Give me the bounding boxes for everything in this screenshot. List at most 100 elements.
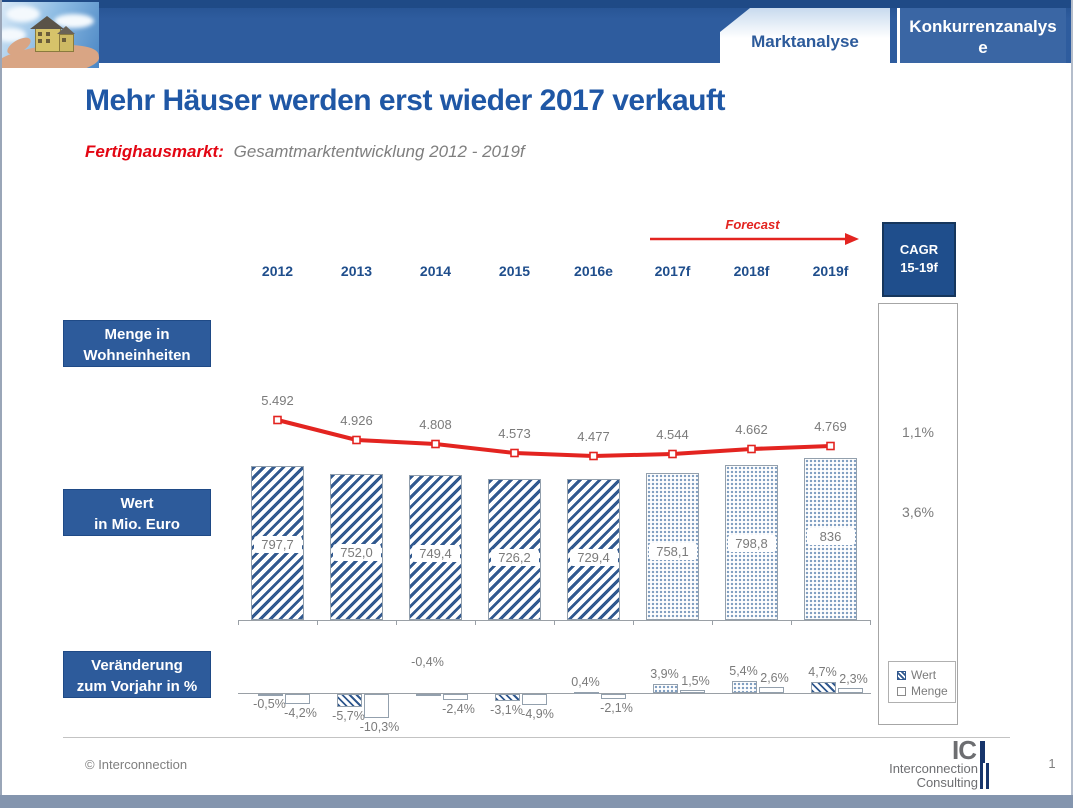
legend-wert-label: Wert	[911, 668, 937, 682]
change-wert-bar-2014	[415, 694, 441, 696]
line-marker-2013	[352, 435, 361, 445]
change-wert-bar-2019f	[810, 682, 836, 693]
change-menge-bar-2019f	[837, 688, 863, 693]
logo-double-bar-icon	[986, 763, 989, 789]
change-menge-label-2019f: 2,3%	[839, 672, 868, 686]
wert-value-label-2014: 749,4	[411, 545, 460, 562]
wert-value-label-2018f: 798,8	[727, 535, 776, 552]
change-menge-bar-2012	[284, 694, 310, 704]
logo-double-bar-icon	[980, 763, 983, 789]
menge-value-label-2018f: 4.662	[735, 422, 768, 437]
change-wert-label-2013: -5,7%	[332, 709, 365, 723]
page-number: 1	[1048, 756, 1056, 771]
change-wert-bar-2018f	[731, 681, 757, 693]
wert-value-label-2012: 797,7	[253, 536, 302, 553]
year-label-2013: 2013	[340, 263, 373, 279]
change-menge-bar-2018f	[758, 687, 784, 693]
menge-value-label-2015: 4.573	[498, 426, 531, 441]
change-menge-label-2013: -10,3%	[359, 720, 400, 734]
slide-left-edge	[0, 0, 2, 808]
change-menge-bar-2016e	[600, 694, 626, 699]
change-wert-label-2019f: 4,7%	[808, 665, 837, 679]
logo-bar-icon	[980, 741, 985, 763]
tab-konkurrenzanalyse-label: Konkurrenzanalyse	[909, 17, 1057, 57]
menge-value-label-2017f: 4.544	[656, 427, 689, 442]
year-label-2015: 2015	[498, 263, 531, 279]
line-marker-2018f	[747, 444, 756, 454]
footer-separator	[63, 737, 1010, 738]
menge-value-label-2012: 5.492	[261, 393, 294, 408]
cagr-wert-value: 3,6%	[902, 504, 934, 520]
row-label-change-line1: Veränderung	[91, 657, 183, 674]
wert-value-label-2015: 726,2	[490, 549, 539, 566]
tab-marktanalyse[interactable]: Marktanalyse	[720, 8, 890, 63]
house-roof2-shape	[57, 26, 75, 34]
main-axis-tick	[633, 620, 634, 625]
line-marker-2017f	[668, 449, 677, 459]
change-menge-label-2015: -4,9%	[521, 707, 554, 721]
menge-swatch-icon	[897, 686, 906, 696]
line-marker-2016e	[589, 451, 598, 461]
page-title: Mehr Häuser werden erst wieder 2017 verk…	[85, 84, 725, 117]
year-label-2019f: 2019f	[812, 263, 849, 279]
change-wert-label-2017f: 3,9%	[650, 667, 679, 681]
subtitle-category: Fertighausmarkt:	[85, 142, 224, 161]
change-menge-bar-2013	[363, 694, 389, 718]
main-axis-tick	[317, 620, 318, 625]
forecast-label: Forecast	[725, 217, 780, 232]
cagr-header-box: CAGR 15-19f	[882, 222, 956, 297]
line-marker-2015	[510, 448, 519, 458]
logo-line1: Interconnection	[889, 761, 978, 776]
change-wert-label-2014: -0,4%	[411, 655, 444, 669]
change-menge-bar-2015	[521, 694, 547, 705]
change-wert-bar-2017f	[652, 684, 678, 693]
change-chart-legend: Wert Menge	[888, 661, 956, 703]
change-axis	[238, 693, 871, 694]
change-menge-label-2017f: 1,5%	[681, 674, 710, 688]
year-label-2017f: 2017f	[654, 263, 691, 279]
wert-value-label-2016e: 729,4	[569, 549, 618, 566]
menge-value-label-2016e: 4.477	[577, 429, 610, 444]
change-wert-bar-2013	[336, 694, 362, 707]
legend-item-menge: Menge	[897, 683, 955, 699]
row-label-wert-line2: in Mio. Euro	[94, 516, 180, 533]
change-menge-label-2012: -4,2%	[284, 706, 317, 720]
wert-value-label-2019f: 836	[806, 528, 855, 545]
row-label-wert-line1: Wert	[120, 495, 154, 512]
subtitle-description: Gesamtmarktentwicklung 2012 - 2019f	[233, 142, 525, 161]
row-label-change-line2: zum Vorjahr in %	[76, 678, 198, 695]
row-label-menge: Menge in Wohneinheiten	[63, 320, 211, 367]
year-label-2014: 2014	[419, 263, 452, 279]
cloud-shape	[54, 14, 94, 28]
wert-swatch-icon	[897, 670, 906, 680]
legend-item-wert: Wert	[897, 667, 955, 683]
change-menge-bar-2014	[442, 694, 468, 700]
wert-value-label-2017f: 758,1	[648, 543, 697, 560]
year-label-2018f: 2018f	[733, 263, 770, 279]
change-wert-label-2015: -3,1%	[490, 703, 523, 717]
copyright-text: © Interconnection	[85, 757, 188, 772]
house-in-hand-photo	[2, 2, 99, 68]
house-roof-shape	[30, 16, 64, 29]
row-label-menge-line2: Wohneinheiten	[83, 347, 191, 364]
change-menge-label-2016e: -2,1%	[600, 701, 633, 715]
tab-marktanalyse-label: Marktanalyse	[751, 32, 859, 51]
change-wert-label-2016e: 0,4%	[571, 675, 600, 689]
slide-bottom-edge	[0, 795, 1073, 808]
year-label-2012: 2012	[261, 263, 294, 279]
logo-monogram: IC	[952, 735, 977, 765]
cagr-menge-value: 1,1%	[902, 424, 934, 440]
forecast-arrow-icon	[650, 233, 859, 245]
change-wert-label-2012: -0,5%	[253, 697, 286, 711]
menge-value-label-2019f: 4.769	[814, 419, 847, 434]
tab-konkurrenzanalyse[interactable]: Konkurrenzanalyse	[897, 8, 1066, 63]
line-marker-2014	[431, 439, 440, 449]
row-label-menge-line1: Menge in	[104, 326, 170, 343]
row-label-change: Veränderung zum Vorjahr in %	[63, 651, 211, 698]
main-axis-tick	[554, 620, 555, 625]
menge-value-label-2013: 4.926	[340, 413, 373, 428]
line-marker-2019f	[826, 441, 835, 451]
main-axis-tick	[791, 620, 792, 625]
change-menge-label-2014: -2,4%	[442, 702, 475, 716]
